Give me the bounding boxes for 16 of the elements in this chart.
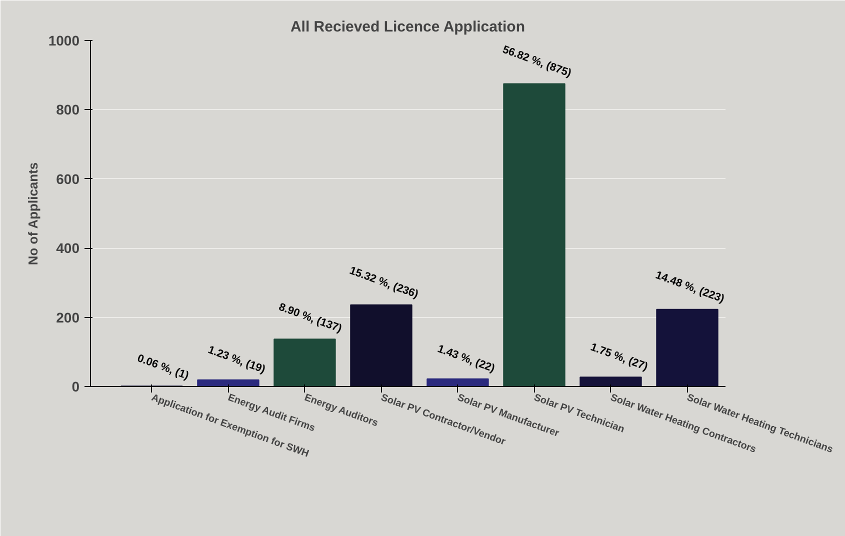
data-label: 1.75 %, (27)	[588, 341, 650, 374]
y-axis-title: No of Applicants	[25, 162, 40, 266]
y-tick-label: 600	[56, 170, 80, 187]
y-tick-label: 800	[56, 102, 80, 118]
data-label: 8.90 %, (137)	[277, 301, 344, 336]
data-label: 15.32 %, (236)	[348, 264, 420, 301]
data-label: 1.23 %, (19)	[206, 344, 268, 376]
data-label: 0.06 %, (1)	[136, 352, 191, 382]
chart-title: All Recieved Licence Application	[290, 18, 525, 36]
y-tick-label: 200	[56, 309, 80, 326]
data-label: 56.82 %, (875)	[500, 44, 574, 80]
y-tick-label: 400	[56, 240, 80, 256]
y-tick-label: 0	[72, 378, 80, 394]
data-label: 1.43 %, (22)	[436, 343, 497, 376]
y-tick-label: 1000	[48, 32, 80, 48]
data-label: 14.48 %, (223)	[654, 269, 726, 306]
